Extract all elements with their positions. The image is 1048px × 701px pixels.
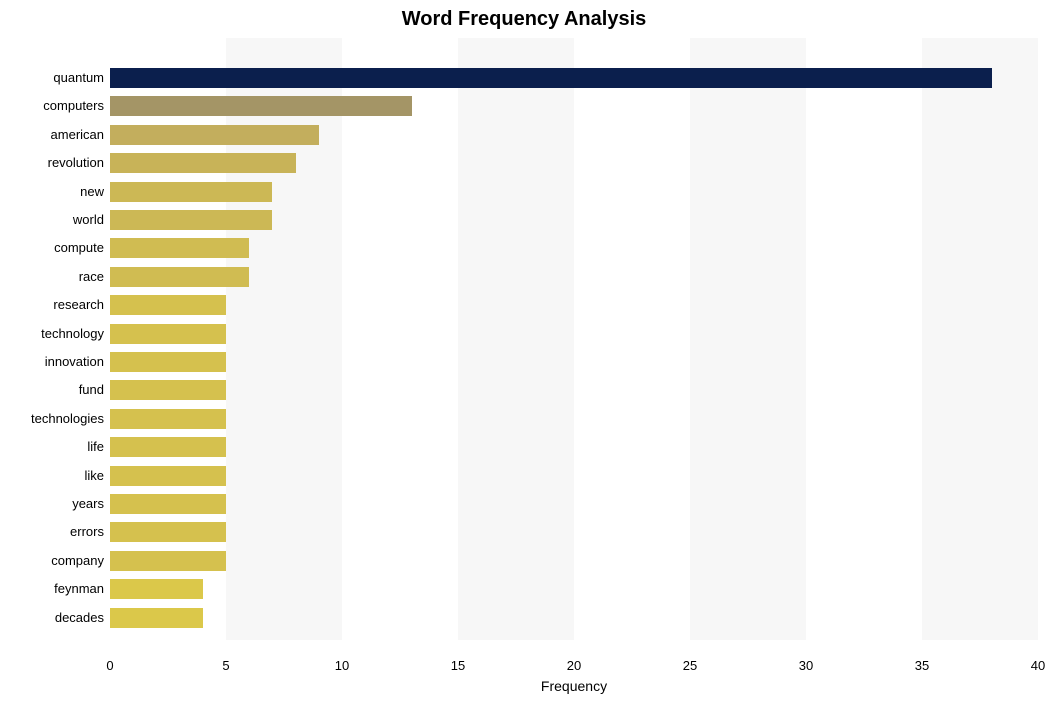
y-tick-label: innovation — [4, 352, 104, 372]
y-tick-label: revolution — [4, 153, 104, 173]
y-tick-label: technologies — [4, 409, 104, 429]
y-tick-label: race — [4, 267, 104, 287]
x-tick-label: 15 — [451, 658, 465, 673]
y-tick-label: feynman — [4, 579, 104, 599]
bar — [110, 380, 226, 400]
bar — [110, 267, 249, 287]
chart-title: Word Frequency Analysis — [0, 8, 1048, 31]
bar — [110, 324, 226, 344]
bar — [110, 96, 412, 116]
x-tick-label: 25 — [683, 658, 697, 673]
plot-area: 0510152025303540Frequency — [110, 38, 1038, 640]
bar — [110, 409, 226, 429]
x-tick-label: 40 — [1031, 658, 1045, 673]
bar — [110, 551, 226, 571]
x-tick-label: 35 — [915, 658, 929, 673]
y-tick-label: life — [4, 437, 104, 457]
y-tick-label: research — [4, 295, 104, 315]
y-tick-label: new — [4, 182, 104, 202]
grid-band — [922, 38, 1038, 640]
y-tick-label: technology — [4, 324, 104, 344]
bar — [110, 153, 296, 173]
y-tick-label: fund — [4, 380, 104, 400]
bar — [110, 494, 226, 514]
bar — [110, 522, 226, 542]
bar — [110, 608, 203, 628]
bar — [110, 437, 226, 457]
x-axis-label: Frequency — [541, 678, 607, 694]
y-tick-label: compute — [4, 238, 104, 258]
y-tick-label: like — [4, 466, 104, 486]
word-frequency-chart: Word Frequency Analysis 0510152025303540… — [0, 0, 1048, 701]
grid-band — [458, 38, 574, 640]
y-tick-label: decades — [4, 608, 104, 628]
x-tick-label: 20 — [567, 658, 581, 673]
bar — [110, 238, 249, 258]
bar — [110, 466, 226, 486]
bar — [110, 125, 319, 145]
y-tick-label: quantum — [4, 68, 104, 88]
bar — [110, 210, 272, 230]
bar — [110, 579, 203, 599]
y-tick-label: computers — [4, 96, 104, 116]
y-tick-label: errors — [4, 522, 104, 542]
bar — [110, 68, 992, 88]
x-tick-label: 10 — [335, 658, 349, 673]
bar — [110, 352, 226, 372]
y-tick-label: company — [4, 551, 104, 571]
x-tick-label: 30 — [799, 658, 813, 673]
x-tick-label: 0 — [106, 658, 113, 673]
grid-band — [690, 38, 806, 640]
y-tick-label: american — [4, 125, 104, 145]
x-tick-label: 5 — [222, 658, 229, 673]
y-tick-label: world — [4, 210, 104, 230]
bar — [110, 295, 226, 315]
bar — [110, 182, 272, 202]
y-tick-label: years — [4, 494, 104, 514]
